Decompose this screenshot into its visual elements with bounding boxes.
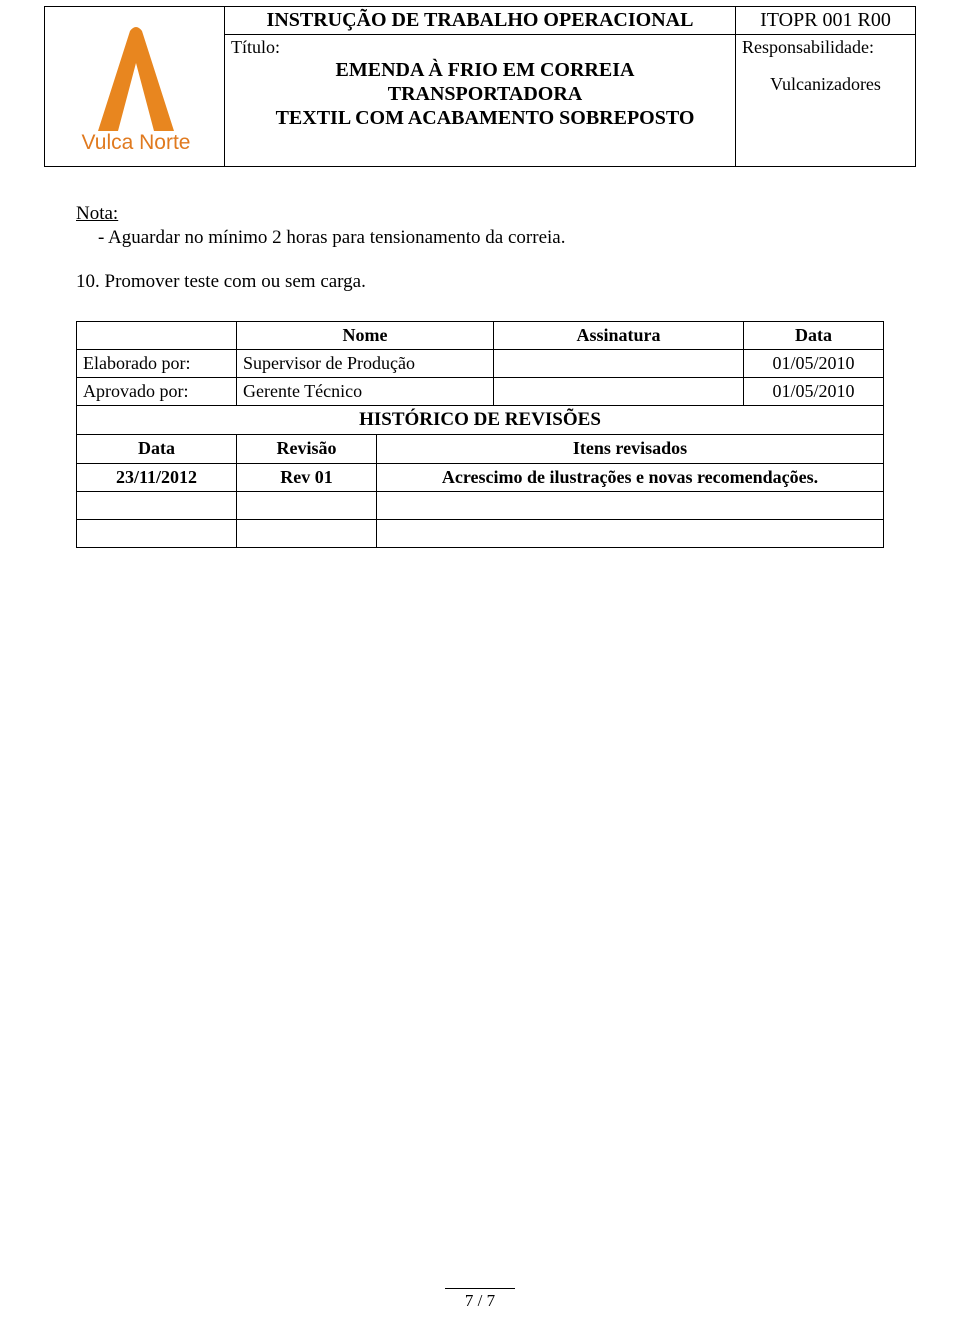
sig-empty-cell — [77, 322, 237, 350]
sig-assinatura — [494, 378, 744, 406]
table-row — [77, 491, 884, 519]
rev-empty — [77, 491, 237, 519]
header-table: Vulca Norte INSTRUÇÃO DE TRABALHO OPERAC… — [44, 6, 916, 167]
table-row — [77, 519, 884, 547]
table-row: Elaborado por: Supervisor de Produção 01… — [77, 350, 884, 378]
rev-data: 23/11/2012 — [77, 463, 237, 491]
table-row: Aprovado por: Gerente Técnico 01/05/2010 — [77, 378, 884, 406]
header-main-title: INSTRUÇÃO DE TRABALHO OPERACIONAL — [225, 7, 736, 35]
nota-text: - Aguardar no mínimo 2 horas para tensio… — [76, 227, 884, 249]
rev-empty — [237, 519, 377, 547]
signature-table: Nome Assinatura Data Elaborado por: Supe… — [76, 321, 884, 435]
body-area: Nota: - Aguardar no mínimo 2 horas para … — [44, 167, 916, 548]
nota-label: Nota: — [76, 203, 884, 225]
flame-icon — [66, 23, 206, 133]
rev-header-itens: Itens revisados — [377, 435, 884, 463]
footer-divider — [445, 1288, 515, 1289]
resp-value: Vulcanizadores — [742, 74, 909, 95]
sig-data: 01/05/2010 — [744, 350, 884, 378]
sig-nome: Gerente Técnico — [237, 378, 494, 406]
rev-header-data: Data — [77, 435, 237, 463]
rev-itens: Acrescimo de ilustrações e novas recomen… — [377, 463, 884, 491]
sig-header-assinatura: Assinatura — [494, 322, 744, 350]
page-number: 7 / 7 — [465, 1291, 495, 1310]
sig-role: Elaborado por: — [77, 350, 237, 378]
rev-empty — [237, 491, 377, 519]
sig-role: Aprovado por: — [77, 378, 237, 406]
sig-nome: Supervisor de Produção — [237, 350, 494, 378]
title-label: Título: — [231, 37, 729, 58]
sig-header-nome: Nome — [237, 322, 494, 350]
revision-table: Data Revisão Itens revisados 23/11/2012 … — [76, 435, 884, 548]
title-line2: TEXTIL COM ACABAMENTO SOBREPOSTO — [276, 107, 695, 129]
header-resp-cell: Responsabilidade: Vulcanizadores — [736, 35, 916, 167]
rev-empty — [77, 519, 237, 547]
logo-cell: Vulca Norte — [45, 7, 225, 167]
page-footer: 7 / 7 — [0, 1288, 960, 1311]
resp-label: Responsabilidade: — [742, 37, 909, 58]
sig-assinatura — [494, 350, 744, 378]
document-page: Vulca Norte INSTRUÇÃO DE TRABALHO OPERAC… — [0, 0, 960, 1321]
sig-header-data: Data — [744, 322, 884, 350]
rev-revisao: Rev 01 — [237, 463, 377, 491]
header-doc-code: ITOPR 001 R00 — [736, 7, 916, 35]
rev-title: HISTÓRICO DE REVISÕES — [77, 406, 884, 435]
logo: Vulca Norte — [51, 9, 221, 159]
table-row: 23/11/2012 Rev 01 Acrescimo de ilustraçõ… — [77, 463, 884, 491]
sig-data: 01/05/2010 — [744, 378, 884, 406]
rev-header-revisao: Revisão — [237, 435, 377, 463]
header-title-cell: Título: EMENDA À FRIO EM CORREIA TRANSPO… — [225, 35, 736, 167]
logo-text: Vulca Norte — [82, 131, 191, 155]
rev-empty — [377, 491, 884, 519]
rev-empty — [377, 519, 884, 547]
item-10: 10. Promover teste com ou sem carga. — [76, 271, 884, 293]
title-line1: EMENDA À FRIO EM CORREIA TRANSPORTADORA — [336, 59, 635, 105]
